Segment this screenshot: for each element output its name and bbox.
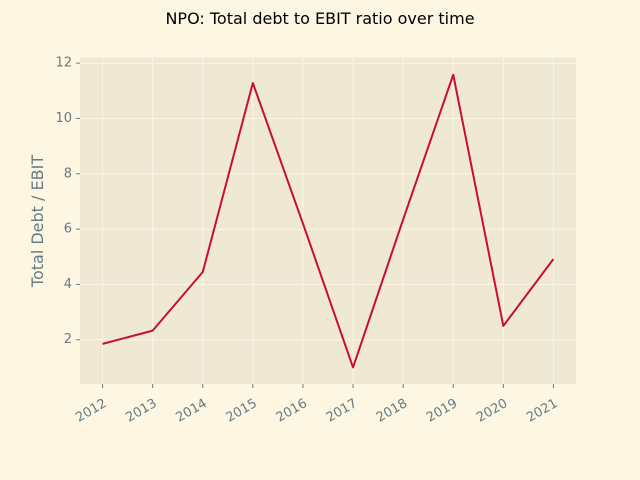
series-line-group [102, 73, 555, 369]
y-tick-label: 4 [64, 277, 72, 292]
y-tick-label: 2 [64, 332, 72, 347]
series-line [102, 73, 555, 369]
y-tick-label: 6 [64, 222, 72, 237]
chart-title: NPO: Total debt to EBIT ratio over time [165, 9, 474, 28]
y-axis-label: Total Debt / EBIT [28, 155, 47, 288]
y-tick-label: 8 [64, 166, 72, 181]
y-tick-label: 12 [55, 56, 72, 71]
y-axis-ticks: 2 4 6 8 10 12 [55, 56, 80, 347]
grid-lines [80, 57, 576, 384]
y-tick-label: 10 [55, 111, 72, 126]
plot-area [80, 57, 576, 384]
